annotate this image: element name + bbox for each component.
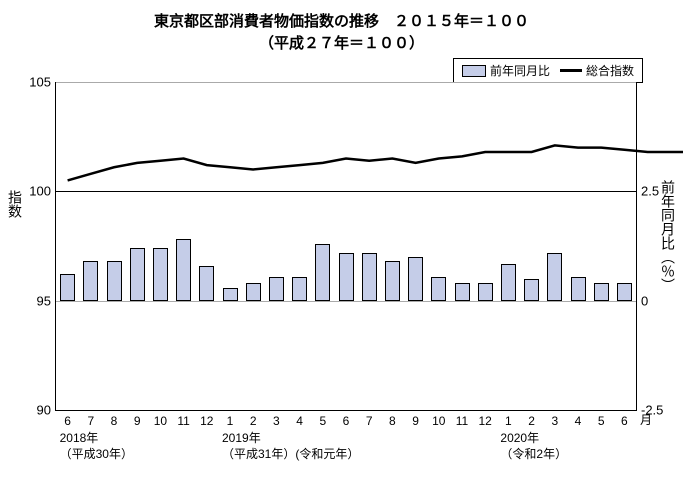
xtick: 8	[389, 414, 396, 428]
year-label: 2020年	[500, 429, 539, 446]
bar	[292, 277, 307, 301]
year-label: 2019年	[222, 429, 261, 446]
era-label: （平成31年）(令和元年）	[222, 445, 359, 462]
xtick: 5	[319, 414, 326, 428]
xtick: 6	[621, 414, 628, 428]
bar	[455, 283, 470, 300]
gridline	[56, 301, 636, 302]
xtick: 3	[273, 414, 280, 428]
bar	[478, 283, 493, 300]
xtick: 2	[250, 414, 257, 428]
xtick: 7	[87, 414, 94, 428]
xtick: 10	[432, 414, 445, 428]
legend-item-bar: 前年同月比	[462, 62, 550, 79]
xtick: 8	[111, 414, 118, 428]
xtick: 6	[64, 414, 71, 428]
legend-line-label: 総合指数	[586, 62, 634, 79]
bar	[385, 261, 400, 300]
xtick: 4	[296, 414, 303, 428]
plot-area: 月 9095100105-2.502.567891011121234567891…	[55, 82, 637, 411]
legend-bar-swatch	[462, 65, 486, 77]
line-series	[56, 82, 636, 410]
ytick-left: 100	[21, 184, 51, 199]
xtick: 12	[479, 414, 492, 428]
ytick-left: 105	[21, 75, 51, 90]
ytick-left: 90	[21, 403, 51, 418]
bar	[571, 277, 586, 301]
xtick: 9	[412, 414, 419, 428]
chart-subtitle: （平成２７年＝１００）	[0, 32, 683, 53]
xtick: 3	[551, 414, 558, 428]
ytick-right: 2.5	[641, 184, 671, 199]
bar	[153, 248, 168, 300]
xtick: 11	[456, 414, 468, 428]
bar	[199, 266, 214, 301]
ytick-right: 0	[641, 293, 671, 308]
legend-item-line: 総合指数	[560, 62, 634, 79]
chart-title: 東京都区部消費者物価指数の推移 ２０１５年＝１００	[0, 10, 683, 31]
era-label: （令和2年）	[500, 445, 567, 462]
bar	[362, 253, 377, 301]
bar	[246, 283, 261, 300]
legend-bar-label: 前年同月比	[490, 62, 550, 79]
bar	[269, 277, 284, 301]
bar	[83, 261, 98, 300]
bar	[594, 283, 609, 300]
xtick: 11	[177, 414, 189, 428]
xtick: 10	[154, 414, 167, 428]
xtick: 5	[598, 414, 605, 428]
bar	[501, 264, 516, 301]
bar	[223, 288, 238, 301]
xtick: 12	[200, 414, 213, 428]
bar	[617, 283, 632, 300]
baseline	[56, 191, 636, 192]
legend: 前年同月比 総合指数	[453, 58, 643, 83]
xtick: 9	[134, 414, 141, 428]
xtick: 7	[366, 414, 373, 428]
ytick-left: 95	[21, 293, 51, 308]
bar	[315, 244, 330, 301]
bar	[339, 253, 354, 301]
era-label: （平成30年）	[60, 445, 133, 462]
bar	[107, 261, 122, 300]
bar	[130, 248, 145, 300]
bar	[176, 239, 191, 300]
ytick-right: -2.5	[641, 403, 671, 418]
legend-line-swatch	[560, 69, 582, 72]
xtick: 6	[343, 414, 350, 428]
bar	[547, 253, 562, 301]
gridline	[56, 82, 636, 83]
xtick: 2	[528, 414, 535, 428]
bar	[431, 277, 446, 301]
year-label: 2018年	[60, 429, 99, 446]
bar	[524, 279, 539, 301]
xtick: 1	[505, 414, 512, 428]
bar	[60, 274, 75, 300]
cpi-chart: 東京都区部消費者物価指数の推移 ２０１５年＝１００ （平成２７年＝１００） 前年…	[0, 0, 683, 500]
xtick: 4	[575, 414, 582, 428]
bar	[408, 257, 423, 301]
xtick: 1	[227, 414, 234, 428]
